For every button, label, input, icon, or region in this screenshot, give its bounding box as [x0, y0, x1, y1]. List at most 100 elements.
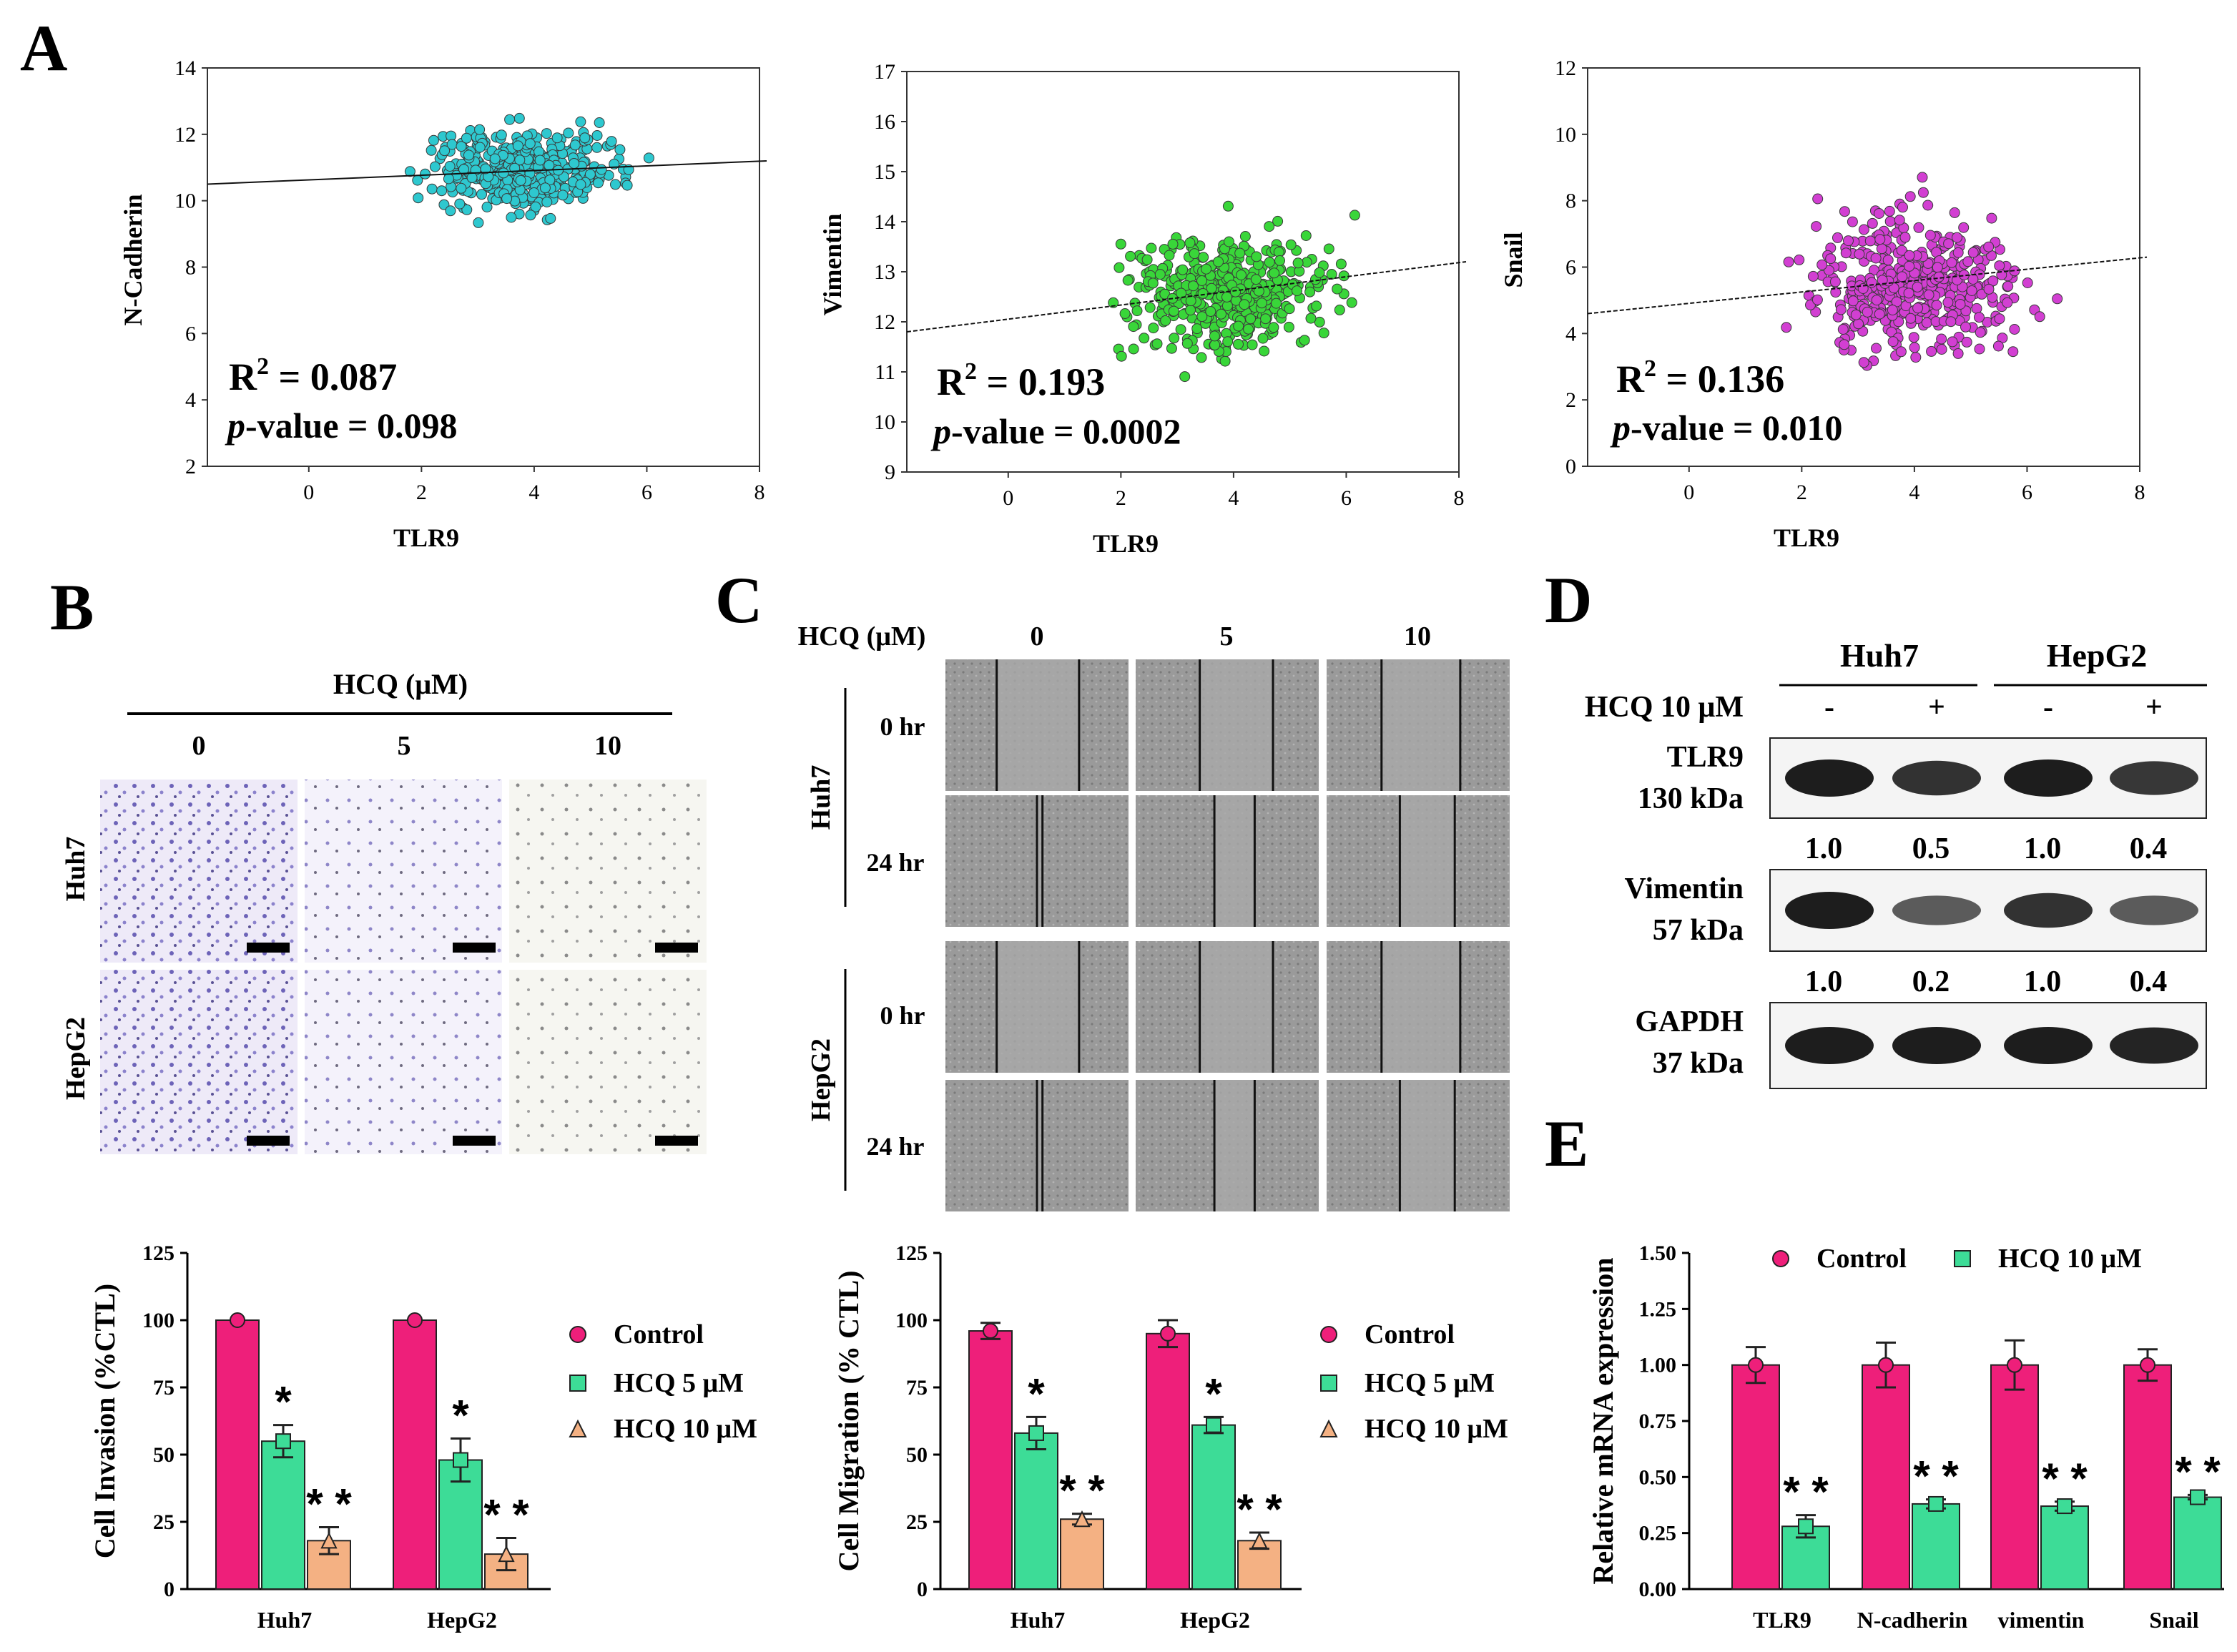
- y-tick-label: 12: [874, 310, 895, 334]
- scatter-point: [1175, 324, 1186, 335]
- y-tick-label: 0: [164, 1578, 174, 1601]
- y-tick-label: 0: [1565, 455, 1576, 478]
- treatment-sign: +: [2145, 691, 2163, 724]
- bar-huh7-0: [968, 1330, 1013, 1590]
- panel-c-images: [945, 659, 1510, 1211]
- scatter-point: [1945, 316, 1957, 328]
- scatter-plot-vimentin: 0 2 4 6 8 9 10 11 12 13 14 15 16 17 TLR9 Vimentin R2 = 0…: [818, 60, 1467, 558]
- category-label: TLR9: [1753, 1607, 1811, 1633]
- scatter-point: [1113, 262, 1125, 273]
- bar-hepg2-0: [393, 1319, 437, 1590]
- panel-c-dose-10: 10: [1404, 621, 1431, 652]
- scatter-point: [1783, 256, 1794, 267]
- scatter-point: [1271, 298, 1282, 309]
- category-label: Snail: [2149, 1607, 2198, 1633]
- scatter-point: [443, 173, 454, 185]
- scatter-point: [481, 202, 493, 212]
- scatter-point: [1146, 242, 1157, 254]
- band-size: 37 kDa: [1653, 1047, 1744, 1080]
- blot-band: [2004, 893, 2093, 928]
- scale-bar: [655, 1136, 698, 1146]
- category-label: Huh7: [257, 1607, 312, 1633]
- panel-b-row-hepg2: HepG2: [61, 1017, 91, 1100]
- y-axis-label: Cell Migration (% CTL): [832, 1270, 865, 1571]
- legend-marker-hcq5: [2057, 1498, 2073, 1515]
- panel-b-row-huh7: Huh7: [61, 837, 91, 902]
- y-tick-label: 2: [185, 455, 196, 478]
- x-tick-label: 8: [2135, 481, 2145, 504]
- legend-marker-control: [1748, 1357, 1764, 1373]
- scatter-point: [1837, 324, 1849, 335]
- scatter-point: [1839, 206, 1850, 217]
- scatter-point: [1983, 283, 1995, 295]
- y-axis-label: Snail: [1499, 232, 1528, 287]
- bar-hepg2-1: [1191, 1424, 1236, 1590]
- scatter-point: [1209, 339, 1221, 350]
- scatter-point: [456, 182, 467, 194]
- y-tick-label: 25: [153, 1510, 174, 1534]
- scatter-point: [456, 141, 467, 152]
- blot-band: [1785, 759, 1874, 797]
- legend-marker-hcq10: [1319, 1419, 1338, 1437]
- scatter-point: [1141, 254, 1153, 265]
- y-tick-label: 125: [142, 1242, 174, 1265]
- invasion-image-huh7-0: [100, 780, 298, 963]
- scatter-point: [1904, 250, 1915, 261]
- bar-huh7-1: [1014, 1432, 1058, 1590]
- y-tick-label: 0.75: [1639, 1410, 1677, 1433]
- scatter-point: [1318, 328, 1329, 339]
- regression-line: [906, 261, 1467, 333]
- panel-c-time-hepg2-24: 24 hr: [867, 1132, 925, 1161]
- category-label: HepG2: [1180, 1607, 1250, 1633]
- y-tick-label: 1.00: [1639, 1354, 1677, 1377]
- scatter-point: [501, 193, 513, 205]
- scatter-point: [1264, 257, 1275, 268]
- legend-marker-control: [569, 1326, 586, 1343]
- scatter-point: [1188, 280, 1199, 292]
- x-tick-label: 8: [754, 481, 765, 504]
- scatter-point: [1952, 348, 1964, 359]
- scatter-point: [1958, 222, 1970, 233]
- scatter-point: [1926, 345, 1937, 357]
- x-axis-label: TLR9: [393, 523, 459, 552]
- legend-marker-hcq5: [1954, 1250, 1971, 1267]
- band-quant: 1.0: [1805, 832, 1843, 865]
- scatter-point: [575, 116, 586, 127]
- y-tick-label: 0.25: [1639, 1522, 1677, 1545]
- scatter-point: [1122, 275, 1134, 286]
- chart-cell-invasion: 0 25 50 75 100 125 Cell Invasion (%CTL) * * * Huh…: [89, 1242, 757, 1633]
- scatter-point: [514, 154, 526, 166]
- scatter-point: [1269, 267, 1280, 279]
- y-tick-label: 10: [874, 410, 895, 434]
- scatter-point: [1910, 352, 1922, 363]
- panel-c-group-huh7: Huh7: [806, 765, 836, 830]
- scatter-point: [420, 168, 431, 180]
- scatter-point: [1952, 232, 1962, 243]
- scatter-point: [413, 192, 424, 204]
- wound-gap: [1199, 659, 1273, 791]
- scatter-point: [1335, 258, 1347, 270]
- group-label-hepg2: HepG2: [2047, 637, 2148, 674]
- scatter-point: [1179, 371, 1191, 383]
- scatter-point: [1895, 346, 1907, 358]
- y-tick-label: 16: [874, 110, 895, 134]
- scatter-point: [1864, 235, 1876, 247]
- invasion-image-hepg2-10: [509, 970, 707, 1154]
- scatter-point: [1913, 222, 1924, 233]
- scatter-point: [1899, 232, 1911, 243]
- panel-b-header: HCQ (μM) 0 5 10 Huh7 HepG2: [61, 668, 672, 1100]
- scatter-point: [1992, 340, 2004, 352]
- y-tick-label: 1.25: [1639, 1297, 1677, 1321]
- scatter-point: [1125, 250, 1136, 262]
- band-size: 57 kDa: [1653, 914, 1744, 947]
- chart-cell-migration: 0 25 50 75 100 125 Cell Migration (% CTL) * * * H…: [832, 1242, 1508, 1633]
- panel-c-time-huh7-0: 0 hr: [880, 712, 925, 741]
- scatter-point: [1829, 276, 1841, 287]
- significance-marker: *: [275, 1378, 292, 1426]
- panel-c-dose-5: 5: [1220, 621, 1234, 652]
- scatter-point: [1268, 322, 1279, 333]
- scatter-point: [1952, 247, 1964, 258]
- scatter-point: [1272, 215, 1284, 227]
- x-tick-label: 2: [1796, 481, 1807, 504]
